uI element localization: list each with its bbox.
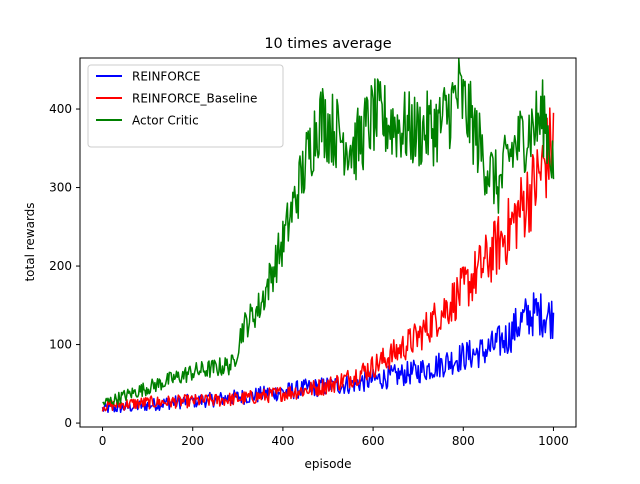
y-axis-label: total rewards [23,202,37,281]
x-tick-label: 0 [99,434,107,448]
y-tick-label: 400 [49,102,72,116]
x-axis-label: episode [305,457,352,471]
legend-label: REINFORCE [132,70,200,84]
chart-title: 10 times average [264,36,391,52]
series-line [102,58,555,406]
legend-box [87,64,284,148]
legend: REINFORCE REINFORCE_Baseline Actor Critic [87,64,284,148]
x-tick-label: 200 [181,434,204,448]
y-axis: 0 100 200 300 400 [49,102,80,430]
y-tick-label: 200 [49,259,72,273]
legend-label: REINFORCE_Baseline [132,92,257,106]
x-tick-label: 1000 [538,434,569,448]
y-tick-label: 0 [64,416,72,430]
legend-label: Actor Critic [132,114,199,128]
plot-area [101,58,555,414]
y-tick-label: 300 [49,181,72,195]
x-tick-label: 600 [362,434,385,448]
axes-frame [79,57,577,428]
y-tick-label: 100 [49,338,72,352]
x-axis: 0 200 400 600 800 1000 [99,427,569,448]
x-tick-label: 800 [452,434,475,448]
series-line [101,107,555,412]
x-tick-label: 400 [271,434,294,448]
